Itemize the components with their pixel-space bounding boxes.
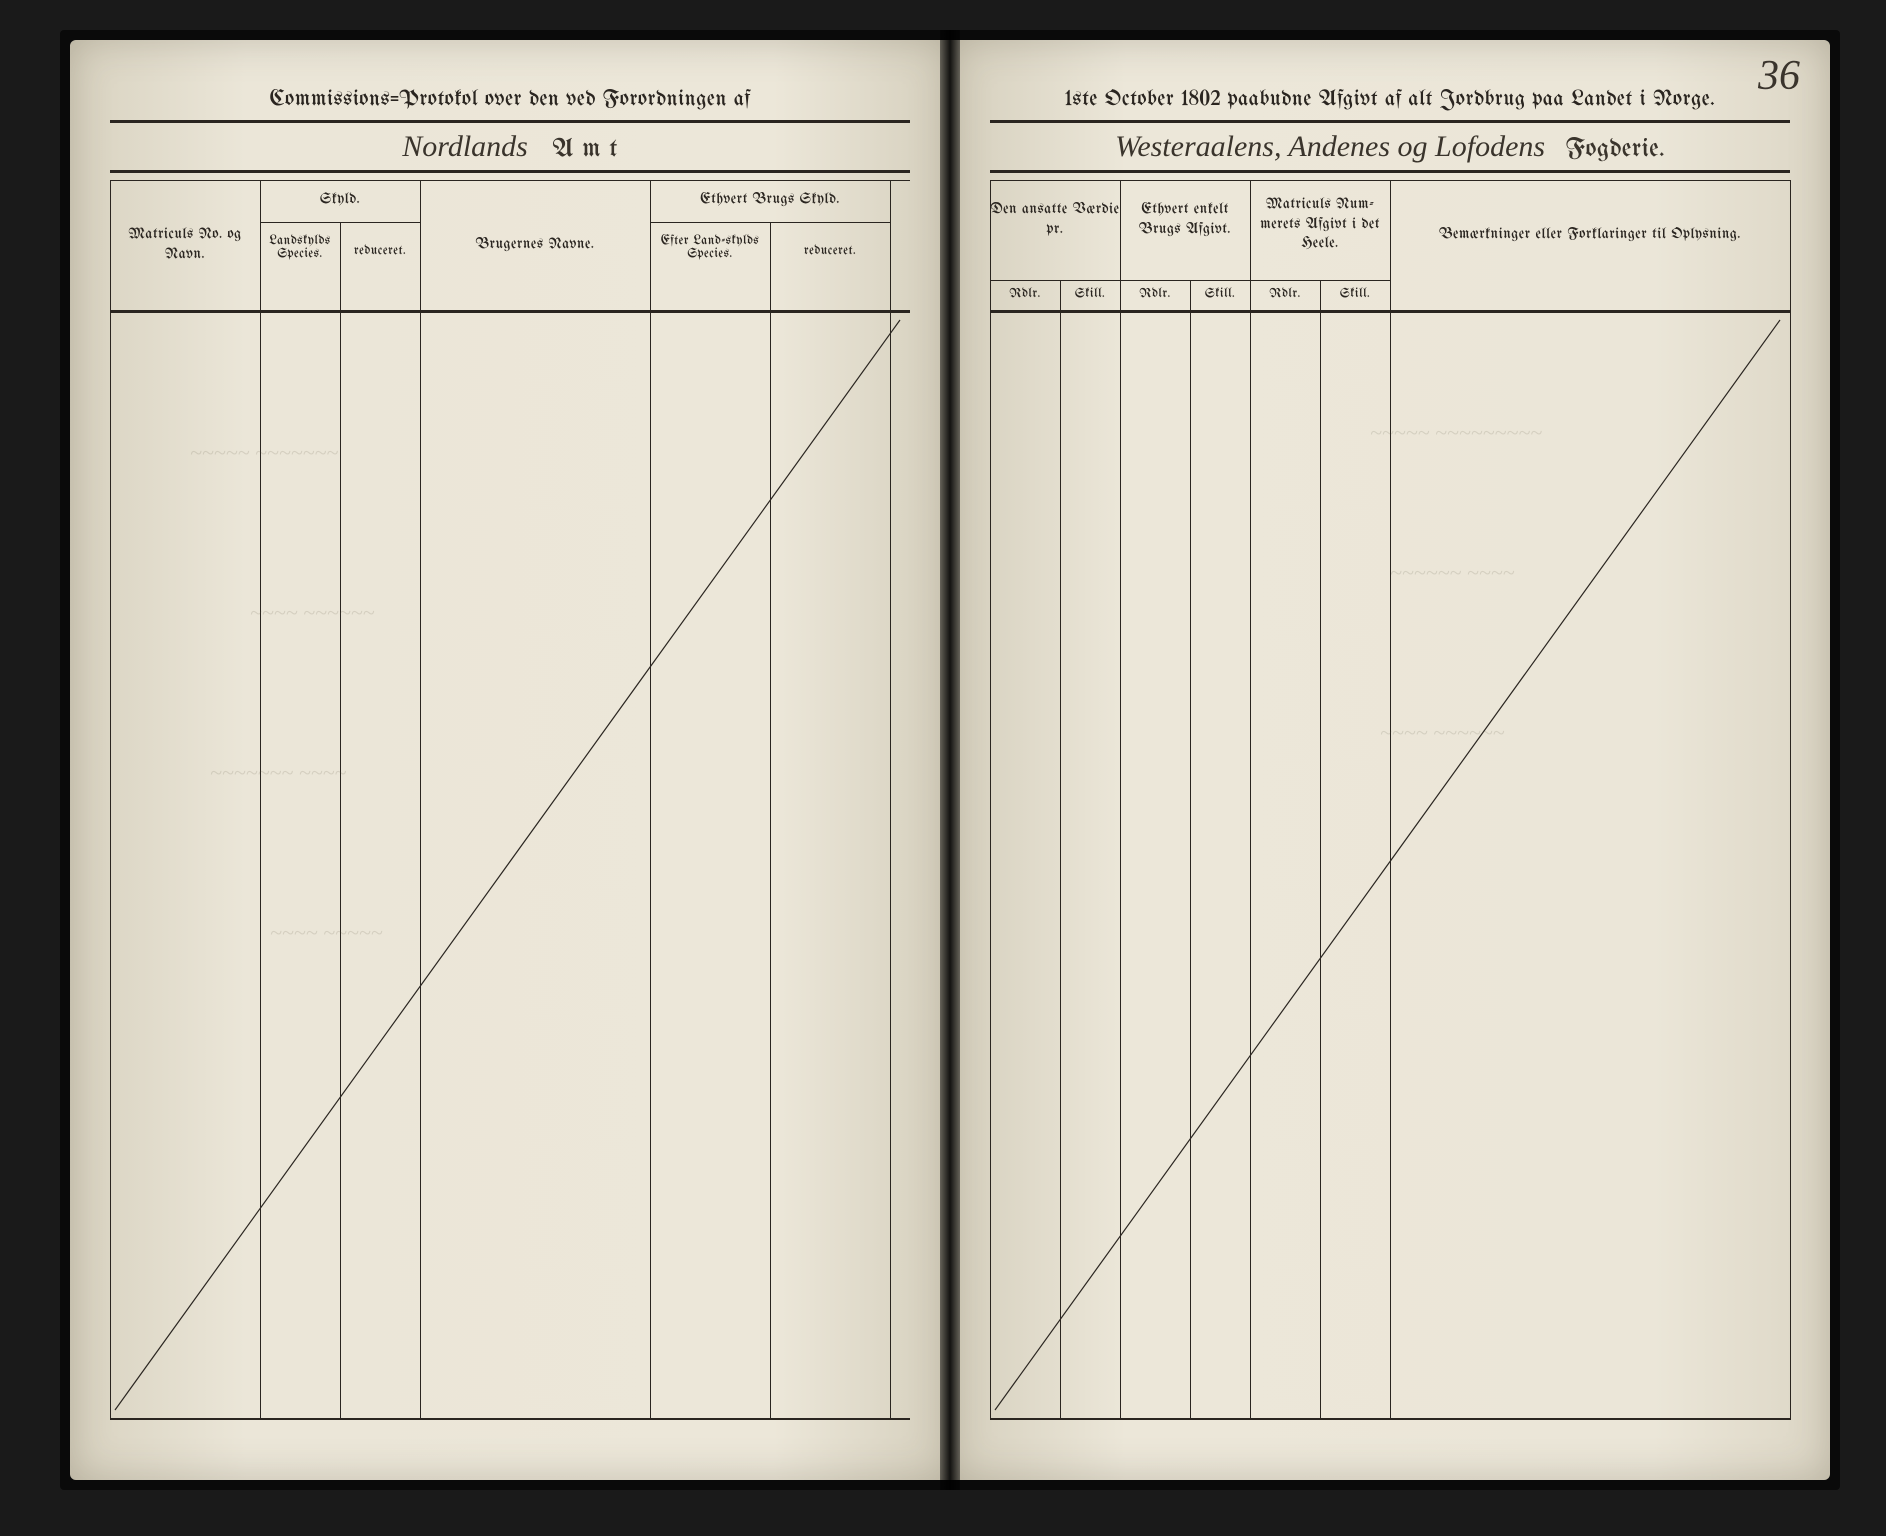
right-header: Den ansatte Værdie pr. Ethvert enkelt Br… [990,180,1790,310]
col-reduceret2: reduceret. [770,245,890,258]
region-left-script: Nordlands [402,130,528,163]
region-right: Westeraalens, Andenes og Lofodens Fogder… [950,130,1830,164]
col-ansatte: Den ansatte Værdie pr. [990,200,1120,239]
rule [990,170,1790,173]
left-page: Commissions=Protokol over den ved Forord… [70,40,950,1480]
col-skyld: Skyld. [260,190,420,210]
col-ethvert-brugs: Ethvert Brugs Skyld. [650,190,890,210]
sub-rdlr-3: Rdlr. [1250,288,1320,301]
col-nummerets: Matriculs Num-merets Afgivt i det Heele. [1250,195,1390,254]
col-brugernes: Brugernes Navne. [420,235,650,255]
sub-skill-1: Skill. [1060,288,1120,301]
sub-rdlr-1: Rdlr. [990,288,1060,301]
book-spine [940,30,960,1490]
sub-skill-2: Skill. [1190,288,1250,301]
col-reduceret1: reduceret. [340,245,420,258]
title-right: 1ste October 1802 paabudne Afgivt af alt… [950,88,1830,111]
region-left: Nordlands A m t [70,130,950,164]
region-right-gothic: Fogderie. [1566,136,1665,163]
rule [110,120,910,123]
col-landskyld: Landskylds Species. [260,235,340,261]
rule [110,170,910,173]
col-bemaerk: Bemærkninger eller Forklaringer til Oply… [1390,225,1790,245]
left-body [110,310,910,1420]
col-matriculs: Matriculs No. og Navn. [110,225,260,264]
left-header: Matriculs No. og Navn. Skyld. Landskylds… [110,180,910,310]
title-left: Commissions=Protokol over den ved Forord… [70,88,950,111]
ledger-book: Commissions=Protokol over den ved Forord… [60,30,1840,1490]
col-efter-land: Efter Land-skylds Species. [650,235,770,261]
sub-rdlr-2: Rdlr. [1120,288,1190,301]
sub-skill-3: Skill. [1320,288,1390,301]
col-enkelt: Ethvert enkelt Brugs Afgivt. [1120,200,1250,239]
rule [990,120,1790,123]
right-page: 36 1ste October 1802 paabudne Afgivt af … [950,40,1830,1480]
region-right-script: Westeraalens, Andenes og Lofodens [1115,130,1545,163]
region-left-gothic: A m t [552,136,617,163]
right-body [990,310,1790,1420]
